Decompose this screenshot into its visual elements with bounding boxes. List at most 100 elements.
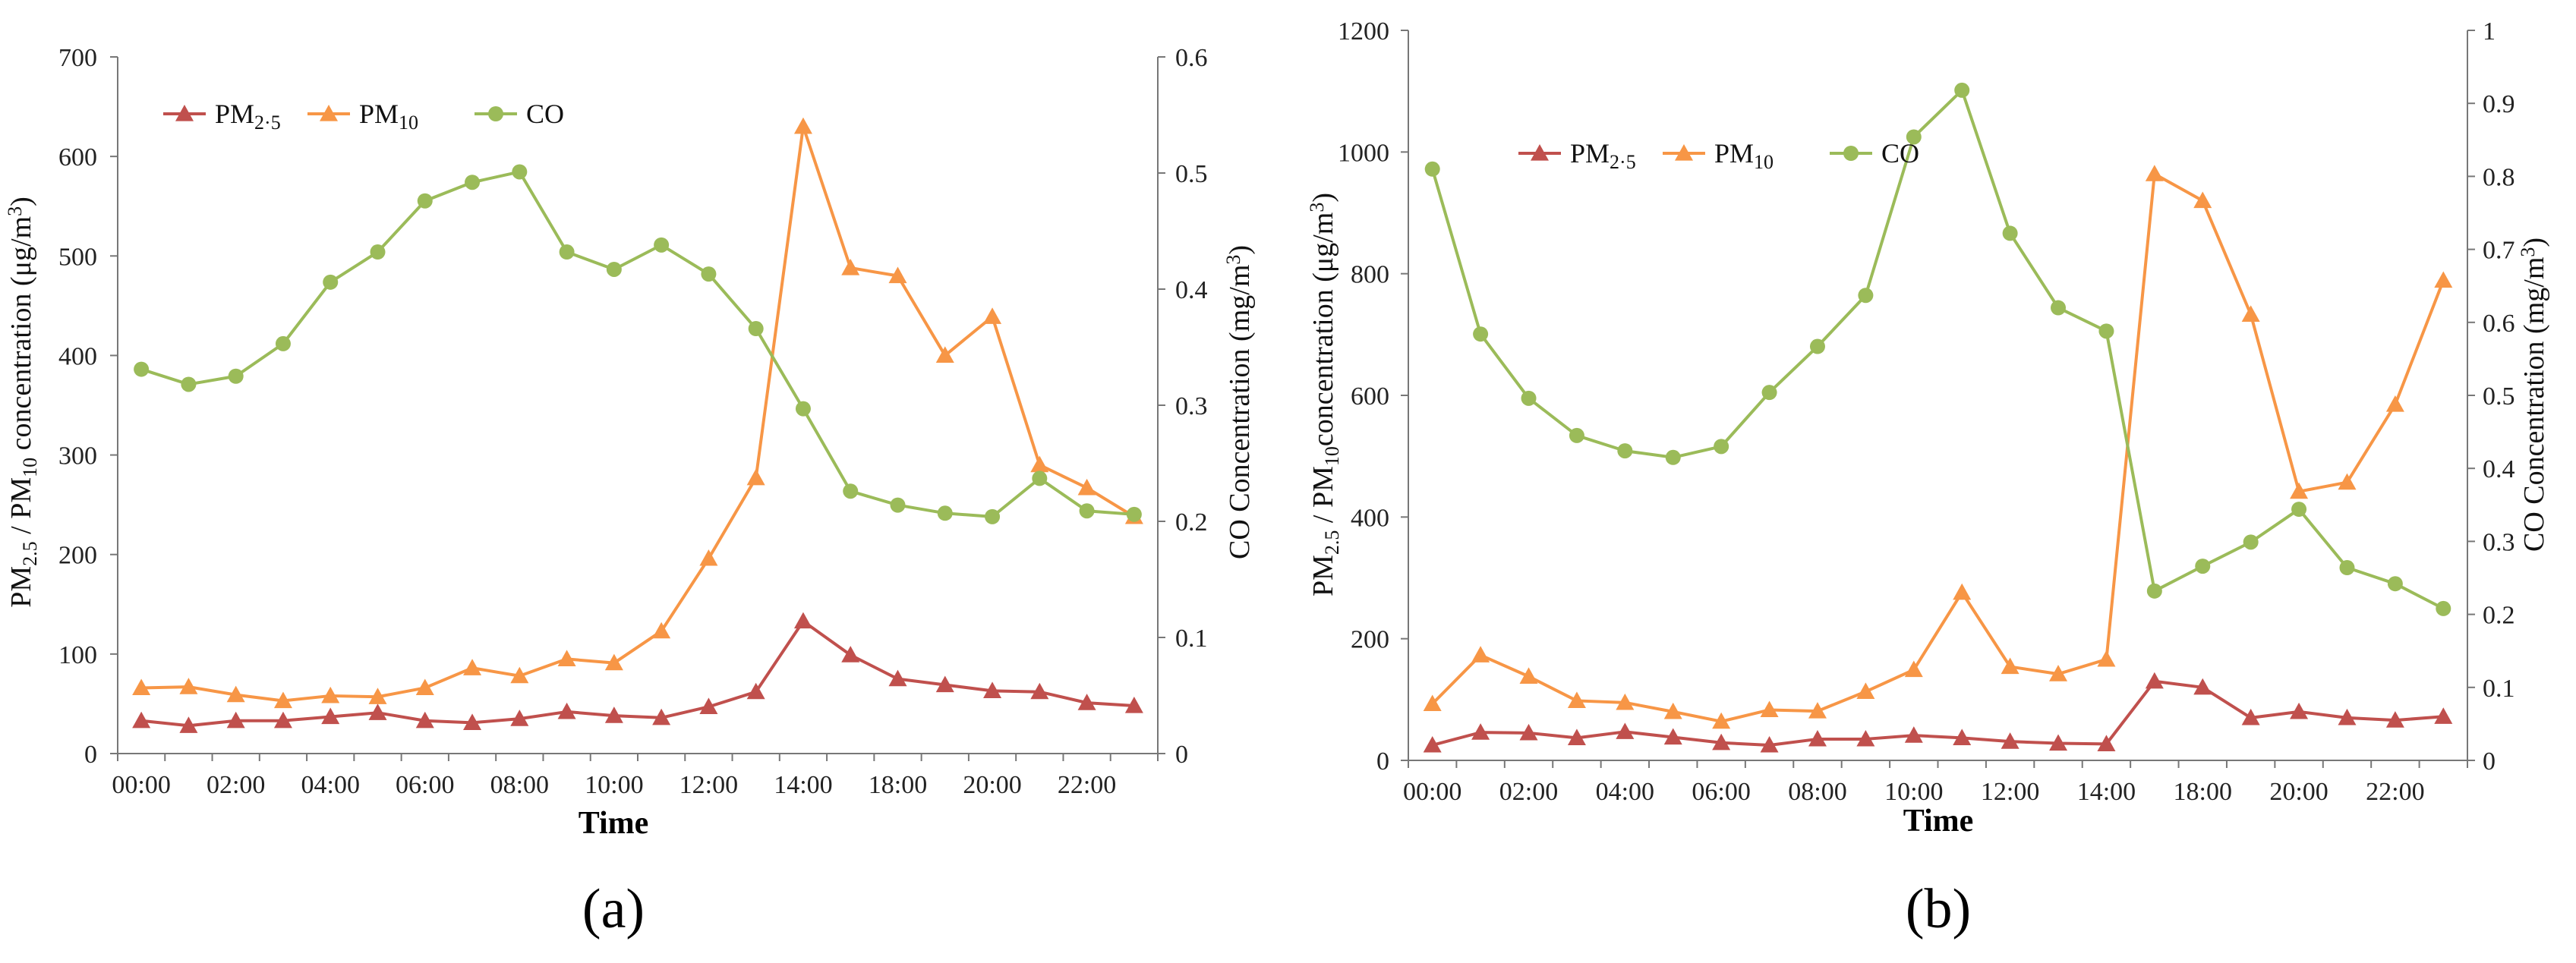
data-point-pm10 — [746, 468, 765, 486]
y-tick-label-left: 300 — [58, 442, 97, 470]
data-point-pm25 — [557, 702, 576, 719]
legend-marker — [1531, 144, 1549, 161]
data-point-pm25 — [652, 708, 671, 725]
data-point-co — [1809, 338, 1825, 354]
data-point-pm10 — [2290, 482, 2309, 499]
data-point-co — [2002, 225, 2018, 241]
legend-marker — [1675, 144, 1693, 161]
y-tick-label-left: 400 — [58, 342, 97, 370]
data-point-co — [181, 376, 197, 392]
data-point-co — [1521, 390, 1537, 406]
data-point-pm10 — [1423, 694, 1442, 712]
data-point-co — [1569, 427, 1584, 443]
x-tick-label: 10:00 — [585, 771, 643, 799]
legend-label-base: PM — [1570, 138, 1610, 168]
data-point-pm25 — [746, 682, 765, 700]
y-tick-label-right: 0.4 — [1175, 276, 1208, 304]
legend-label: PM10 — [359, 99, 418, 134]
data-point-pm10 — [510, 666, 529, 684]
label-text: ) — [1307, 193, 1339, 203]
data-point-co — [512, 164, 528, 180]
data-point-co — [1079, 503, 1095, 519]
data-point-pm25 — [463, 713, 482, 730]
x-tick-label: 14:00 — [2077, 778, 2136, 806]
y-axis-title-right: CO Concentration (mg/m3) — [2517, 238, 2550, 552]
data-point-pm10 — [273, 691, 292, 709]
data-point-pm25 — [888, 669, 907, 687]
data-point-pm10 — [935, 346, 954, 363]
label-text: concentration (μg/m — [1307, 212, 1339, 446]
data-point-co — [1858, 288, 1874, 304]
x-tick-label: 08:00 — [490, 771, 549, 799]
data-point-co — [1032, 470, 1048, 486]
y-tick-label-right: 0.6 — [1175, 44, 1208, 72]
label-script: 10 — [1321, 446, 1343, 466]
data-point-pm25 — [321, 707, 340, 725]
series-line-co — [140, 170, 1135, 518]
legend-marker — [175, 105, 194, 121]
x-tick-label: 14:00 — [774, 771, 832, 799]
data-point-pm25 — [935, 675, 954, 693]
data-point-pm25 — [2385, 711, 2404, 728]
data-point-pm10 — [1904, 660, 1923, 678]
data-point-pm25 — [2290, 702, 2309, 719]
x-tick-label: 00:00 — [1403, 778, 1461, 806]
legend-label-sub: 10 — [399, 112, 418, 134]
data-point-co — [559, 244, 575, 260]
data-point-pm10 — [1567, 691, 1586, 709]
data-point-pm25 — [273, 711, 292, 729]
data-point-pm10 — [1760, 700, 1779, 718]
data-point-co — [1617, 443, 1633, 459]
data-point-pm10 — [699, 549, 718, 566]
data-point-co — [937, 505, 953, 521]
x-tick-label: 06:00 — [396, 771, 454, 799]
legend-label-base: PM — [1714, 138, 1754, 168]
data-point-pm10 — [226, 685, 245, 703]
y-tick-label-right: 0.4 — [2483, 455, 2515, 483]
data-point-pm25 — [1760, 735, 1779, 753]
data-point-pm25 — [132, 711, 151, 729]
data-point-co — [1906, 129, 1922, 145]
y-tick-label-left: 500 — [58, 243, 97, 271]
y-tick-label-left: 600 — [58, 143, 97, 172]
data-point-co — [2195, 559, 2211, 574]
data-point-pm25 — [226, 711, 245, 729]
label-text: ) — [1224, 245, 1256, 255]
data-point-co — [2291, 502, 2307, 518]
data-point-co — [1761, 385, 1777, 401]
y-tick-label-right: 0.7 — [2483, 237, 2515, 265]
data-point-co — [1424, 161, 1440, 177]
data-point-pm25 — [604, 707, 623, 723]
y-tick-label-left: 1200 — [1338, 17, 1389, 46]
data-point-pm25 — [2434, 707, 2453, 724]
y-tick-label-right: 0.5 — [2483, 382, 2515, 411]
data-point-co — [323, 274, 339, 290]
x-axis-title: Time — [1903, 804, 1974, 839]
y-tick-label-right: 1 — [2483, 17, 2496, 46]
y-tick-label-right: 0 — [1175, 741, 1188, 769]
data-point-pm25 — [1567, 729, 1586, 745]
data-point-co — [2339, 560, 2355, 576]
x-tick-label: 18:00 — [2174, 778, 2232, 806]
x-tick-label: 12:00 — [679, 771, 738, 799]
data-point-pm25 — [1030, 682, 1049, 700]
data-point-pm10 — [1856, 682, 1875, 700]
data-point-pm25 — [1423, 735, 1442, 753]
data-point-pm25 — [1077, 694, 1096, 710]
data-point-pm10 — [2049, 665, 2068, 681]
data-point-pm25 — [2193, 678, 2212, 695]
data-point-pm10 — [2097, 650, 2116, 667]
data-point-co — [228, 368, 244, 384]
data-point-pm10 — [652, 622, 671, 639]
legend-marker — [320, 105, 338, 121]
x-tick-label: 04:00 — [301, 771, 360, 799]
data-point-pm10 — [888, 266, 907, 284]
data-point-co — [654, 237, 670, 253]
x-tick-label: 00:00 — [112, 771, 170, 799]
y-tick-label-left: 0 — [84, 741, 97, 769]
data-point-pm10 — [793, 117, 812, 134]
data-point-pm25 — [1856, 729, 1875, 747]
panel-label: (b) — [1906, 878, 1971, 940]
chart-a: 0 100 200 300 400 500 600 700 0 0.1 0.2 0.3 0.4 0.5 0.… — [4, 44, 1256, 940]
data-point-pm25 — [2241, 708, 2260, 725]
